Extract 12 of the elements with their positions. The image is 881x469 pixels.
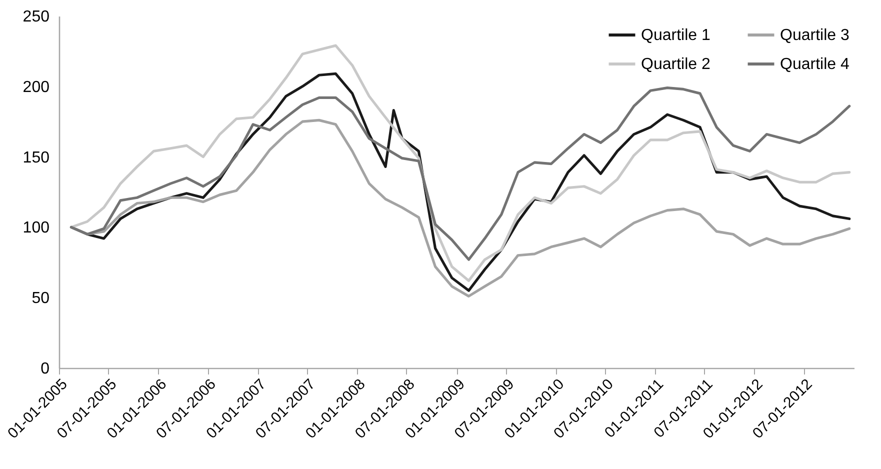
legend-label: Quartile 2 [641, 56, 710, 73]
line-series [70, 86, 851, 261]
legend-label: Quartile 4 [780, 56, 850, 73]
y-tick-label: 100 [22, 220, 50, 237]
y-tick-label: 50 [32, 290, 50, 308]
y-tick-label: 0 [40, 360, 50, 378]
line-series [70, 44, 851, 282]
y-tick-label: 200 [22, 78, 50, 96]
y-tick-label: 250 [22, 8, 50, 26]
legend-label: Quartile 3 [780, 27, 850, 44]
y-tick-label: 150 [22, 149, 50, 166]
legend-label: Quartile 1 [641, 27, 710, 44]
